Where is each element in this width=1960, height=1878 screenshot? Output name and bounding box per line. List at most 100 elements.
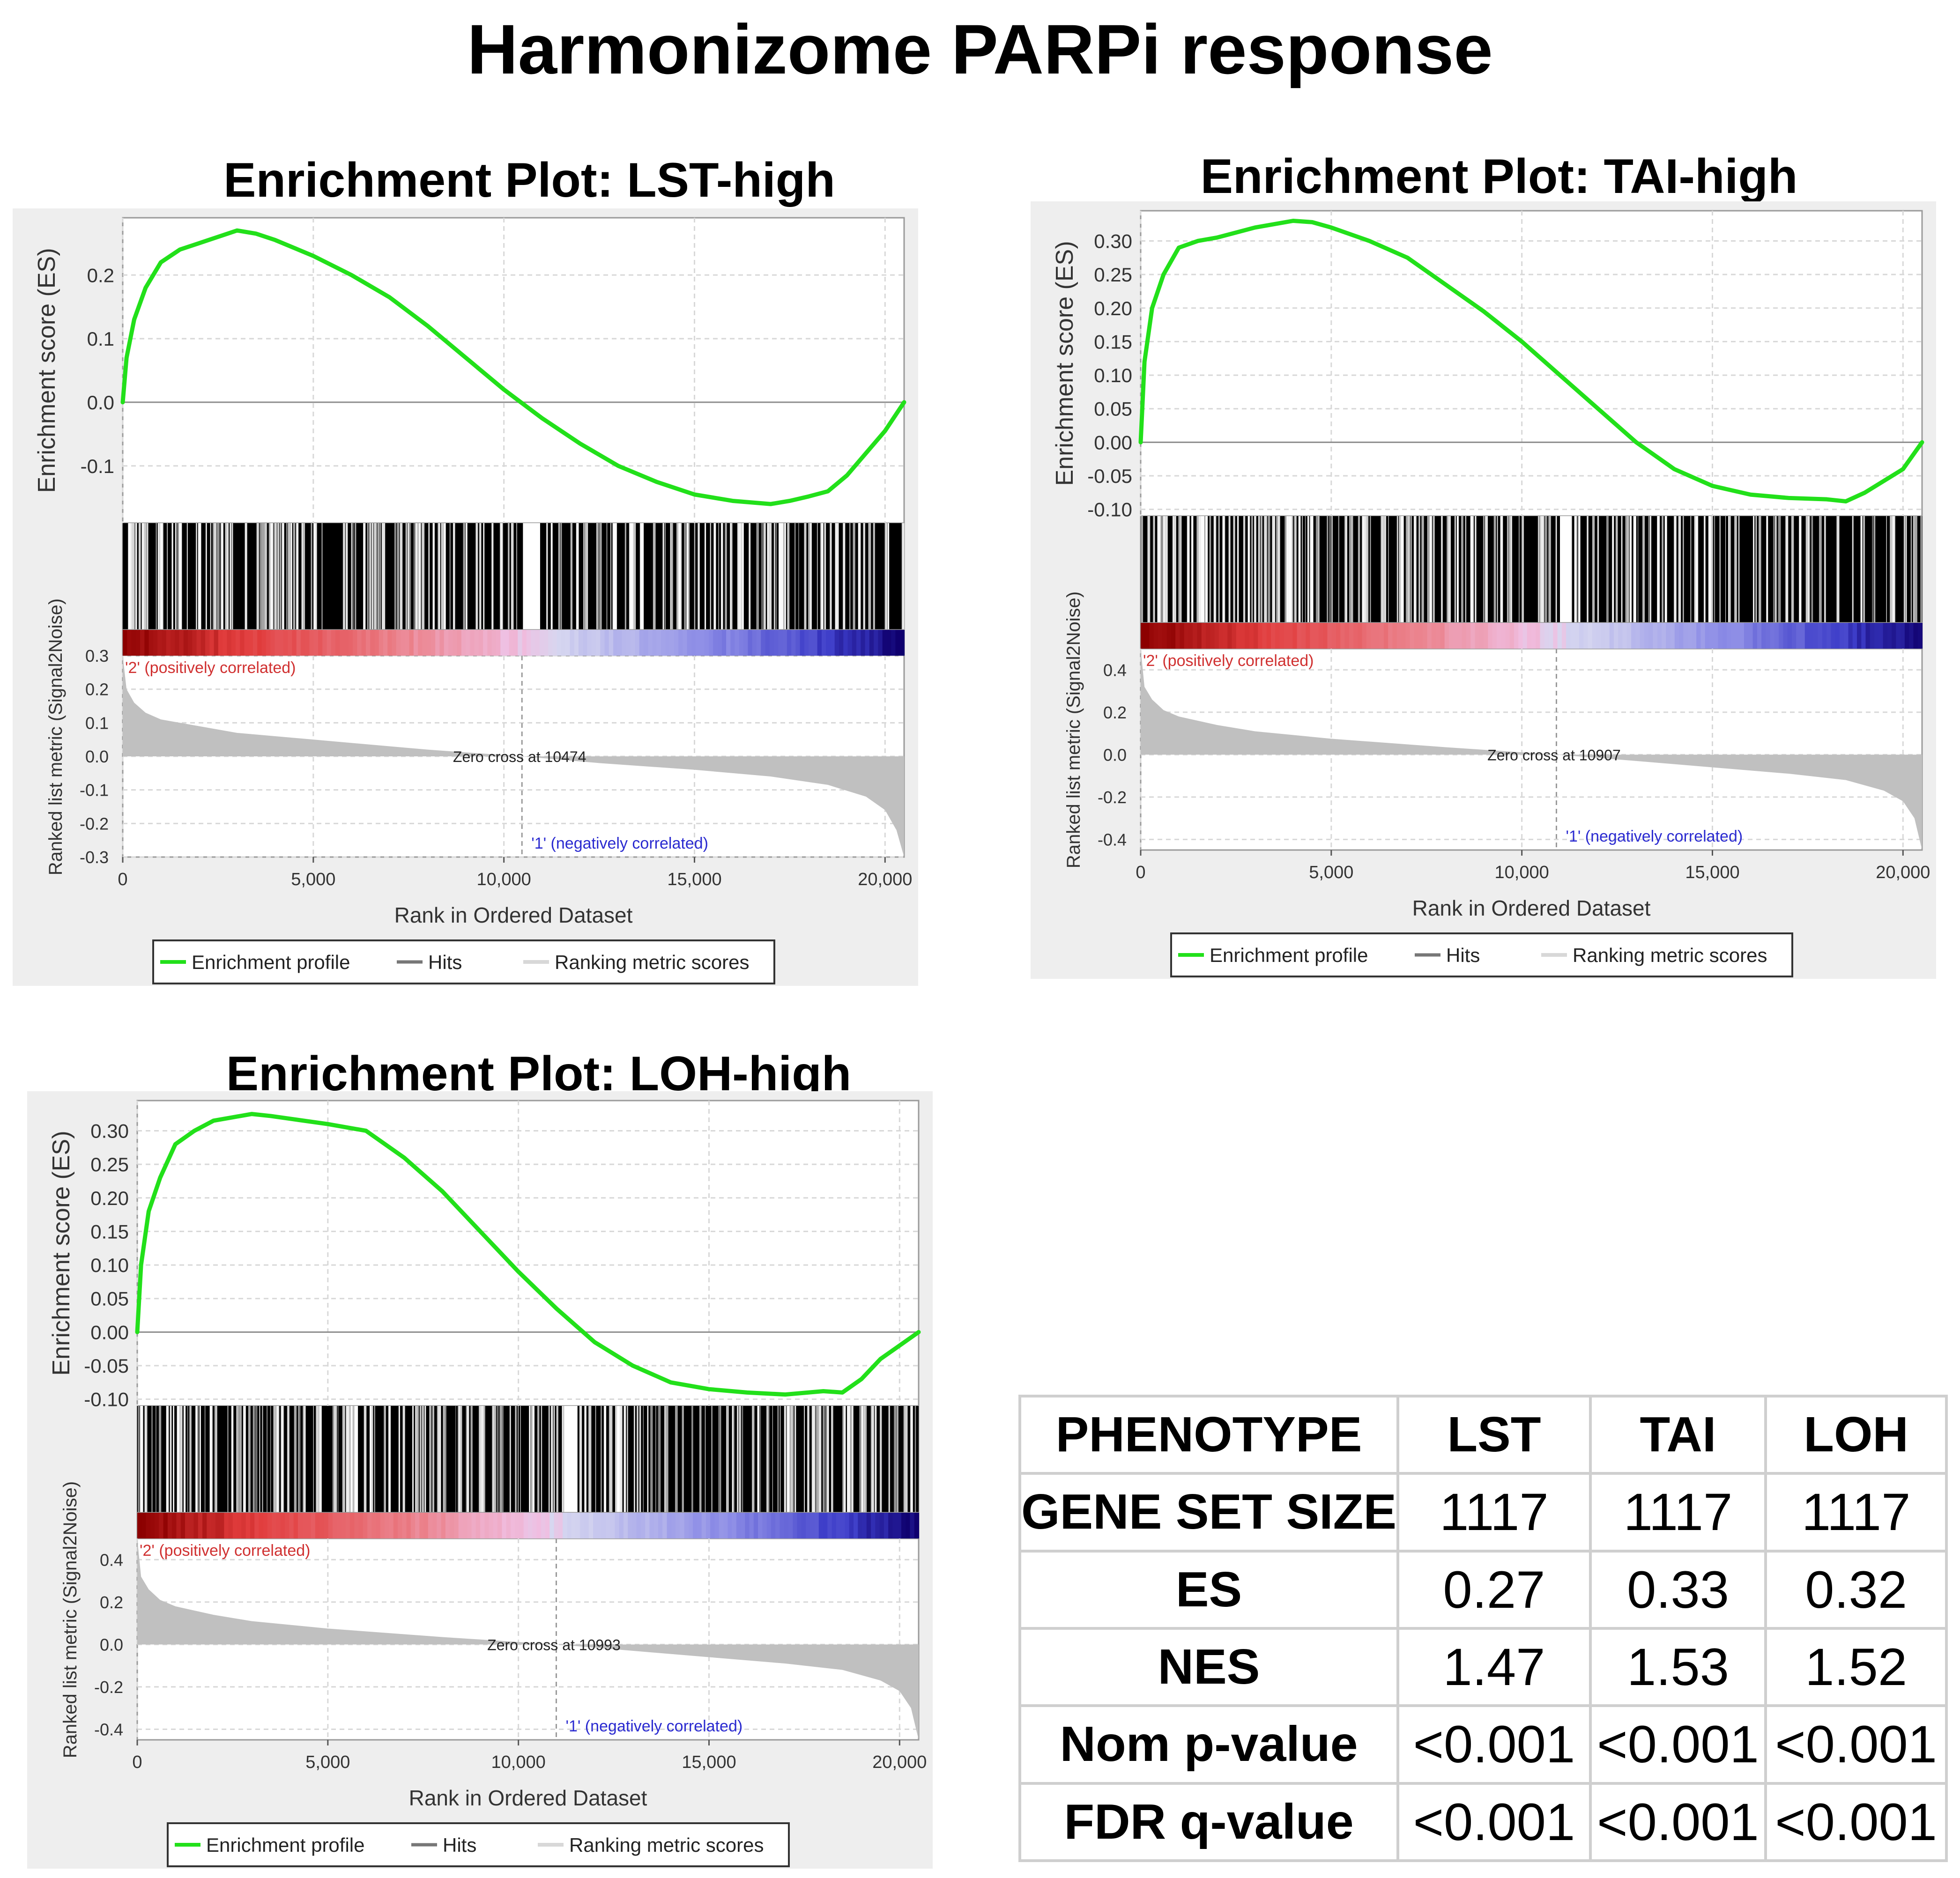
ranking-color-segment: [1635, 623, 1641, 649]
hit-gap: [173, 1406, 175, 1513]
hit-gap: [631, 523, 633, 630]
ranking-color-segment: [1288, 623, 1293, 649]
row-label: NES: [1018, 1627, 1400, 1708]
hit-gap: [424, 1406, 426, 1513]
hit-gap: [1364, 516, 1366, 623]
ranking-color-segment: [489, 1513, 494, 1538]
results-table: PHENOTYPE LST TAI LOH GENE SET SIZE 1117…: [1018, 1394, 1948, 1863]
hit-gap: [405, 523, 408, 630]
hit-gap: [349, 1406, 351, 1513]
hit-gap: [761, 523, 763, 630]
hit-gap: [1734, 516, 1737, 623]
ranking-color-segment: [1757, 623, 1762, 649]
hit-gap: [880, 1406, 882, 1513]
hit-gap: [1198, 516, 1200, 623]
negative-correlation-label: '1' (negatively correlated): [531, 835, 708, 852]
ranking-color-segment: [1223, 623, 1228, 649]
ranking-color-segment: [324, 1513, 329, 1538]
ranking-color-segment: [665, 630, 670, 656]
hit-gap: [859, 1406, 860, 1513]
hit-gap: [676, 523, 678, 630]
ranking-color-segment: [713, 630, 718, 656]
hit-gap: [1697, 516, 1699, 623]
ranking-color-segment: [1258, 623, 1263, 649]
ranking-color-segment: [558, 1513, 564, 1538]
hit-gap: [538, 1406, 540, 1513]
ranking-color-segment: [847, 630, 853, 656]
ranking-color-segment: [1696, 623, 1701, 649]
hit-gap: [225, 523, 228, 630]
ranking-color-segment: [1904, 623, 1910, 649]
hit-gap: [811, 1406, 814, 1513]
hit-gap: [418, 523, 421, 630]
ranking-color-segment: [1818, 623, 1823, 649]
es-tick-label: 0.20: [90, 1187, 129, 1209]
ranking-color-segment: [340, 630, 345, 656]
ranking-color-segment: [741, 1513, 746, 1538]
hit-gap: [151, 1406, 153, 1513]
table-row: FDR q-value <0.001 <0.001 <0.001: [1018, 1782, 1948, 1863]
hit-gap: [157, 523, 161, 630]
hit-gap: [316, 1406, 318, 1513]
hit-gap: [587, 523, 588, 630]
ranking-color-segment: [849, 1513, 854, 1538]
ranking-color-segment: [791, 630, 796, 656]
hit-gap: [1351, 516, 1353, 623]
positive-correlation-label: '2' (positively correlated): [125, 659, 296, 677]
hit-gap: [863, 1406, 864, 1513]
hit-gap: [779, 523, 781, 630]
hit-gap: [1414, 516, 1416, 623]
hit-gap: [270, 523, 274, 630]
hit-gap: [377, 523, 379, 630]
ranking-color-segment: [1727, 623, 1732, 649]
ranking-color-segment: [475, 1513, 481, 1538]
hit-gap: [710, 523, 711, 630]
es-axis-label: Enrichment score (ES): [1051, 241, 1078, 486]
ranking-color-segment: [283, 630, 289, 656]
ranking-metric-area: [123, 656, 904, 857]
ranking-color-segment: [1466, 623, 1471, 649]
ranking-color-segment: [1848, 623, 1853, 649]
hit-gap: [264, 523, 267, 630]
hit-gap: [369, 523, 371, 630]
ranking-color-segment: [437, 1513, 442, 1538]
ranking-color-segment: [671, 1513, 676, 1538]
hit-gap: [624, 523, 626, 630]
ranking-color-segment: [536, 1513, 542, 1538]
ranking-color-segment: [1574, 623, 1580, 649]
hit-gap: [216, 523, 220, 630]
enrichment-plot-tai: -0.10-0.050.000.050.100.150.200.250.30-0…: [1031, 201, 1936, 979]
hit-gap: [579, 1406, 582, 1513]
hit-gap: [1785, 516, 1789, 623]
hit-gap: [1251, 516, 1253, 623]
ranking-color-segment: [1275, 623, 1280, 649]
metric-tick-label: -0.1: [80, 781, 109, 800]
ranking-color-segment: [619, 1513, 624, 1538]
hit-gap: [183, 1406, 186, 1513]
hit-gap: [741, 523, 742, 630]
hit-gap: [212, 523, 215, 630]
hits-band: [1141, 516, 1922, 623]
hit-gap: [1485, 516, 1488, 623]
hit-gap: [894, 1406, 895, 1513]
hit-gap: [301, 523, 303, 630]
hit-gap: [763, 523, 766, 630]
hit-gap: [633, 1406, 635, 1513]
es-tick-label: 0.05: [1094, 398, 1132, 420]
table-cell: <0.001: [1589, 1782, 1767, 1863]
hit-gap: [260, 523, 264, 630]
hit-gap: [1913, 516, 1915, 623]
hit-gap: [199, 1406, 201, 1513]
table-row: Nom p-value <0.001 <0.001 <0.001: [1018, 1704, 1948, 1785]
hit-gap: [643, 523, 644, 630]
hit-gap: [1805, 516, 1809, 623]
ranking-color-segment: [1748, 623, 1753, 649]
ranking-color-segment: [1218, 623, 1224, 649]
ranking-color-segment: [628, 1513, 633, 1538]
ranking-color-segment: [800, 630, 805, 656]
ranking-color-segment: [879, 1513, 884, 1538]
ranking-color-segment: [185, 1513, 190, 1538]
hit-gap: [351, 523, 352, 630]
ranking-color-segment: [1892, 623, 1897, 649]
ranking-color-segment: [834, 630, 839, 656]
